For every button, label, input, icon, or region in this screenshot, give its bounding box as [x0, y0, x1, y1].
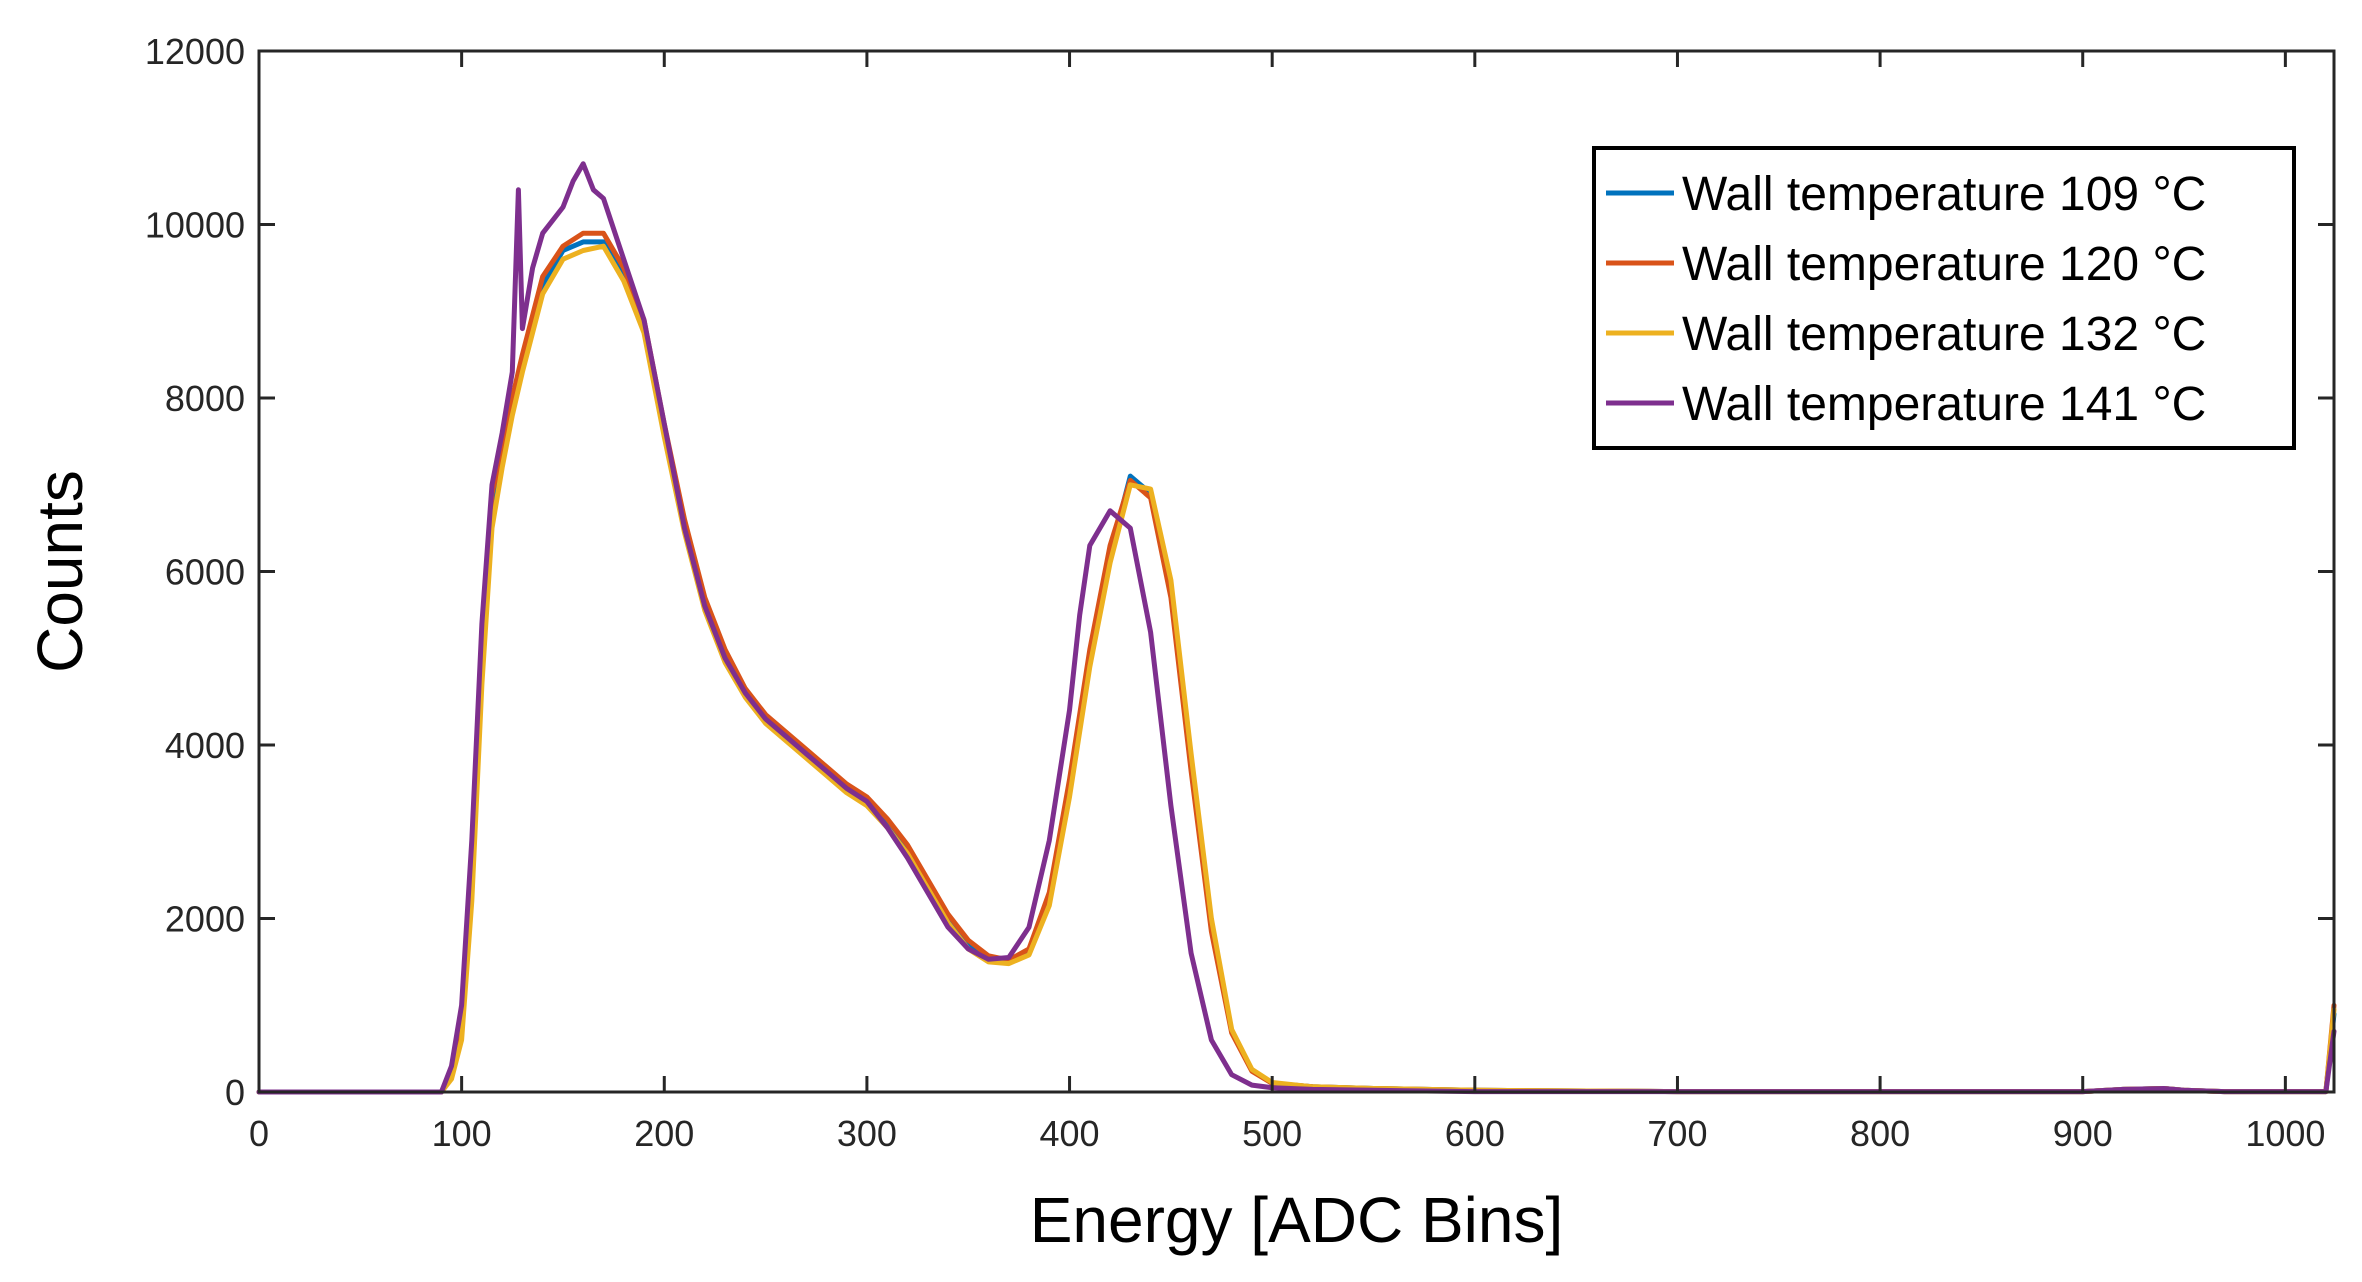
x-tick-label: 900	[2053, 1113, 2113, 1154]
x-tick-label: 100	[432, 1113, 492, 1154]
y-tick-label: 6000	[165, 552, 245, 593]
x-tick-label: 1000	[2245, 1113, 2325, 1154]
tick-layer: 0 100 200 300 400 500 600 700 800 900 100002000400…	[145, 31, 2334, 1154]
x-tick-label: 400	[1040, 1113, 1100, 1154]
y-tick-label: 4000	[165, 725, 245, 766]
x-tick-label: 0	[249, 1113, 269, 1154]
x-tick-label: 700	[1647, 1113, 1707, 1154]
y-axis-label: Counts	[24, 470, 96, 673]
legend-entry-1: Wall temperature 109 °C	[1682, 168, 2206, 221]
plot-frame	[257, 49, 2336, 1094]
legend-entry-4: Wall temperature 141 °C	[1682, 378, 2206, 431]
y-tick-label: 2000	[165, 899, 245, 940]
y-tick-label: 10000	[145, 205, 245, 246]
x-tick-label: 600	[1445, 1113, 1505, 1154]
legend[interactable]: Wall temperature 109 °C Wall temperature …	[1592, 146, 2296, 450]
x-tick-label: 800	[1850, 1113, 1910, 1154]
x-axis-label: Energy [ADC Bins]	[1030, 1184, 1564, 1256]
y-tick-label: 0	[225, 1072, 245, 1113]
legend-box	[1592, 146, 2296, 450]
x-tick-label: 500	[1242, 1113, 1302, 1154]
y-tick-label: 8000	[165, 378, 245, 419]
legend-entry-2: Wall temperature 120 °C	[1682, 238, 2206, 291]
y-tick-label: 12000	[145, 31, 245, 72]
x-tick-label: 200	[634, 1113, 694, 1154]
legend-entry-3: Wall temperature 132 °C	[1682, 308, 2206, 361]
x-tick-label: 300	[837, 1113, 897, 1154]
